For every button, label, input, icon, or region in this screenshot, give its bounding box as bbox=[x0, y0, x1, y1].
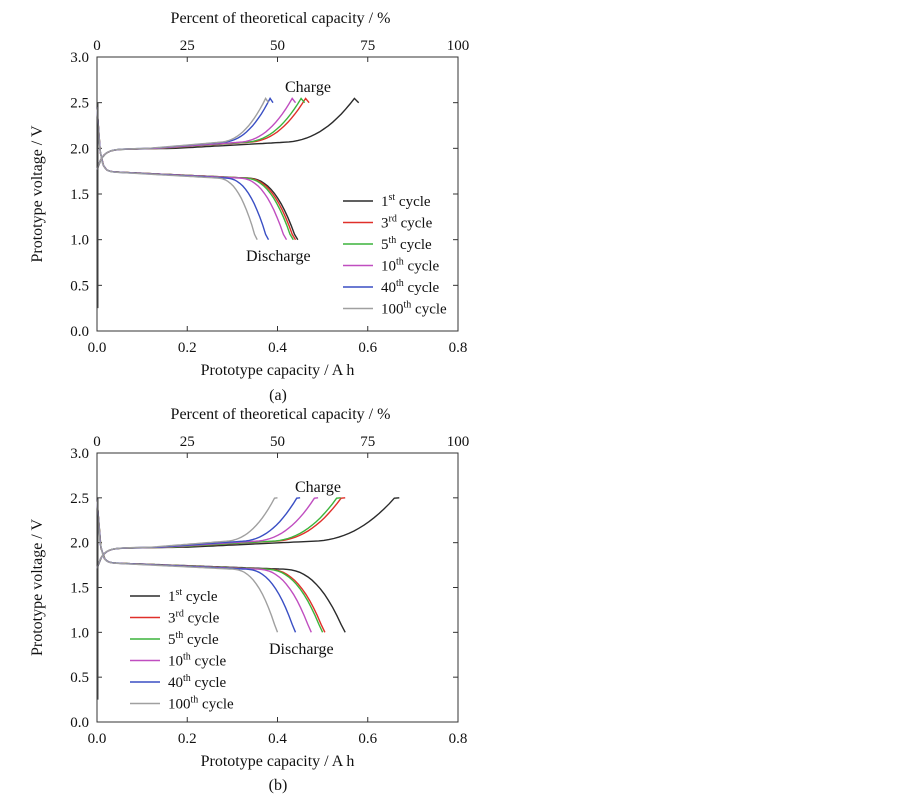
charge-label: Charge bbox=[285, 79, 331, 96]
x2-tick-label: 100 bbox=[447, 434, 470, 450]
legend-label-3rd: 3rd cycle bbox=[381, 214, 433, 232]
x-tick-label: 0.8 bbox=[449, 340, 468, 356]
panel-b: 0.0 0.2 0.4 0.6 0.8 0 25 50 75 100 0.0 0.5 1.0 1.5 2.0… bbox=[29, 406, 469, 794]
legend: 1st cycle 3rd cycle 5th cycle 10th cycle 40t… bbox=[343, 192, 447, 318]
legend-label-3rd: 3rd cycle bbox=[168, 609, 220, 627]
x-tick-label: 0.6 bbox=[358, 731, 377, 747]
x-tick-label: 0.2 bbox=[178, 340, 197, 356]
discharge-curve-100th bbox=[96, 499, 279, 633]
legend-label-5th: 5th cycle bbox=[381, 235, 432, 253]
legend-label-100th: 100th cycle bbox=[381, 300, 447, 318]
legend-label-40th: 40th cycle bbox=[381, 278, 440, 296]
x2-tick-label: 50 bbox=[270, 38, 285, 54]
x2-tick-label: 0 bbox=[93, 38, 101, 54]
y-tick-label: 0.0 bbox=[70, 715, 89, 731]
x2-tick-label: 25 bbox=[180, 38, 195, 54]
x-tick-label: 0.6 bbox=[358, 340, 377, 356]
legend-label-1st: 1st cycle bbox=[381, 192, 431, 210]
x-tick-label: 0.4 bbox=[268, 340, 287, 356]
x2-tick-label: 100 bbox=[447, 38, 470, 54]
y-tick-label: 2.5 bbox=[70, 96, 89, 112]
x2-tick-label: 50 bbox=[270, 434, 285, 450]
charge-curve-1st bbox=[96, 97, 360, 170]
x2-tick-label: 75 bbox=[360, 38, 375, 54]
panel-label: (b) bbox=[269, 777, 288, 794]
charge-curve-10th bbox=[96, 97, 297, 170]
charge-curve-10th bbox=[96, 497, 319, 569]
charge-curve-40th bbox=[96, 497, 301, 569]
y-tick-label: 2.0 bbox=[70, 536, 89, 552]
charge-label: Charge bbox=[295, 479, 341, 496]
y-tick-label: 1.0 bbox=[70, 233, 89, 249]
x-tick-label: 0.4 bbox=[268, 731, 287, 747]
y-tick-label: 1.5 bbox=[70, 187, 89, 203]
legend-label-10th: 10th cycle bbox=[168, 652, 227, 670]
x2-axis-title: Percent of theoretical capacity / % bbox=[171, 10, 391, 27]
legend-label-100th: 100th cycle bbox=[168, 695, 234, 713]
legend-label-5th: 5th cycle bbox=[168, 630, 219, 648]
x2-axis-title: Percent of theoretical capacity / % bbox=[171, 406, 391, 423]
discharge-label: Discharge bbox=[269, 641, 334, 658]
legend: 1st cycle 3rd cycle 5th cycle 10th cycle 40t… bbox=[130, 587, 234, 713]
legend-label-1st: 1st cycle bbox=[168, 587, 218, 605]
x-tick-label: 0.0 bbox=[88, 340, 107, 356]
charge-curve-3rd bbox=[96, 97, 310, 170]
y-axis-title: Prototype voltage / V bbox=[29, 125, 46, 262]
legend-label-10th: 10th cycle bbox=[381, 257, 440, 275]
panel-a: 0.0 0.2 0.4 0.6 0.8 0 25 50 75 100 0.0 0.5 1.0 1.5 2.0… bbox=[29, 10, 469, 404]
x-tick-label: 0.8 bbox=[449, 731, 468, 747]
legend-label-40th: 40th cycle bbox=[168, 673, 227, 691]
discharge-curve-40th bbox=[96, 107, 270, 241]
x2-tick-label: 0 bbox=[93, 434, 101, 450]
y-tick-label: 2.0 bbox=[70, 141, 89, 157]
discharge-label: Discharge bbox=[246, 248, 311, 265]
y-tick-label: 2.5 bbox=[70, 491, 89, 507]
y-axis-title: Prototype voltage / V bbox=[29, 519, 46, 656]
x-tick-label: 0.2 bbox=[178, 731, 197, 747]
y-tick-label: 0.5 bbox=[70, 670, 89, 686]
discharge-curve-1st bbox=[96, 499, 346, 633]
x2-tick-label: 25 bbox=[180, 434, 195, 450]
y-tick-label: 1.5 bbox=[70, 581, 89, 597]
charge-curve-100th bbox=[96, 497, 278, 569]
y-tick-label: 0.0 bbox=[70, 324, 89, 340]
x-axis-title: Prototype capacity / A h bbox=[201, 362, 355, 379]
x-tick-label: 0.0 bbox=[88, 731, 107, 747]
y-tick-label: 3.0 bbox=[70, 446, 89, 462]
x-axis-title: Prototype capacity / A h bbox=[201, 753, 355, 770]
charge-curve-40th bbox=[96, 97, 274, 170]
charge-curve-100th bbox=[96, 97, 270, 170]
y-tick-label: 0.5 bbox=[70, 278, 89, 294]
x2-tick-label: 75 bbox=[360, 434, 375, 450]
y-tick-label: 1.0 bbox=[70, 625, 89, 641]
panel-label: (a) bbox=[269, 387, 287, 404]
discharge-curve-100th bbox=[96, 107, 258, 241]
y-tick-label: 3.0 bbox=[70, 50, 89, 66]
